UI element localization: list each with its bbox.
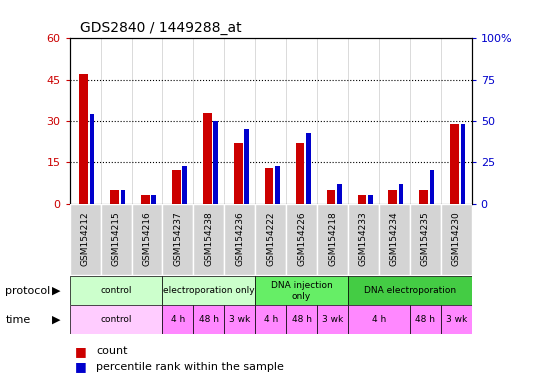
Bar [152,195,156,204]
Bar [203,113,212,204]
Text: 4 h: 4 h [372,315,386,324]
Text: time: time [5,314,31,325]
Bar [90,114,94,204]
Bar [244,129,249,204]
Bar [461,124,465,204]
Bar [275,166,280,204]
Text: 48 h: 48 h [292,315,311,324]
Bar [430,170,434,204]
FancyBboxPatch shape [317,204,348,275]
Text: 4 h: 4 h [264,315,278,324]
Bar [337,184,341,204]
FancyBboxPatch shape [193,305,224,334]
Text: GSM154215: GSM154215 [111,212,121,266]
FancyBboxPatch shape [131,204,162,275]
Bar [265,168,273,204]
Text: GSM154235: GSM154235 [421,212,430,266]
FancyBboxPatch shape [348,276,472,305]
FancyBboxPatch shape [441,204,472,275]
FancyBboxPatch shape [162,204,193,275]
Text: ■: ■ [75,360,87,373]
FancyBboxPatch shape [348,305,410,334]
Text: GSM154226: GSM154226 [297,212,306,266]
Text: DNA electroporation: DNA electroporation [364,286,456,295]
FancyBboxPatch shape [286,305,317,334]
FancyBboxPatch shape [348,204,379,275]
Text: DNA injection
only: DNA injection only [271,281,332,301]
Text: 48 h: 48 h [415,315,435,324]
Text: electroporation only: electroporation only [163,286,255,295]
Text: control: control [100,315,132,324]
FancyBboxPatch shape [224,204,255,275]
FancyBboxPatch shape [410,204,441,275]
Text: ▶: ▶ [52,286,61,296]
FancyBboxPatch shape [101,204,131,275]
Text: control: control [100,286,132,295]
FancyBboxPatch shape [441,305,472,334]
FancyBboxPatch shape [70,305,162,334]
Bar [110,190,119,204]
Bar [213,121,218,204]
FancyBboxPatch shape [379,204,410,275]
Bar [358,195,366,204]
Text: GSM154237: GSM154237 [174,212,182,266]
Text: percentile rank within the sample: percentile rank within the sample [96,362,285,372]
Bar [182,166,187,204]
Bar [296,143,304,204]
Text: GSM154222: GSM154222 [266,212,275,266]
FancyBboxPatch shape [193,204,224,275]
Bar [419,190,428,204]
Text: GSM154216: GSM154216 [143,212,152,266]
Bar [234,143,242,204]
Text: GSM154218: GSM154218 [328,212,337,266]
Bar [450,124,459,204]
Text: GSM154238: GSM154238 [204,212,213,266]
FancyBboxPatch shape [255,204,286,275]
Text: 4 h: 4 h [171,315,185,324]
Text: GSM154233: GSM154233 [359,212,368,266]
Bar [326,190,336,204]
Text: ▶: ▶ [52,314,61,325]
Text: GSM154230: GSM154230 [452,212,461,266]
Text: GSM154234: GSM154234 [390,212,399,266]
Text: 3 wk: 3 wk [322,315,343,324]
Text: GSM154212: GSM154212 [80,212,90,266]
Text: ■: ■ [75,345,87,358]
FancyBboxPatch shape [162,276,255,305]
Bar [399,184,404,204]
FancyBboxPatch shape [255,276,348,305]
Bar [141,195,150,204]
Text: 48 h: 48 h [199,315,219,324]
Bar [389,190,397,204]
FancyBboxPatch shape [410,305,441,334]
FancyBboxPatch shape [224,305,255,334]
Text: protocol: protocol [5,286,50,296]
FancyBboxPatch shape [286,204,317,275]
FancyBboxPatch shape [162,305,193,334]
Bar [121,190,125,204]
Bar [306,132,311,204]
Bar [79,74,88,204]
Text: GDS2840 / 1449288_at: GDS2840 / 1449288_at [80,21,242,35]
Text: count: count [96,346,128,356]
Bar [172,170,181,204]
Bar [368,195,373,204]
FancyBboxPatch shape [70,276,162,305]
Text: GSM154236: GSM154236 [235,212,244,266]
FancyBboxPatch shape [255,305,286,334]
Text: 3 wk: 3 wk [229,315,250,324]
Text: 3 wk: 3 wk [445,315,467,324]
FancyBboxPatch shape [70,204,101,275]
FancyBboxPatch shape [317,305,348,334]
